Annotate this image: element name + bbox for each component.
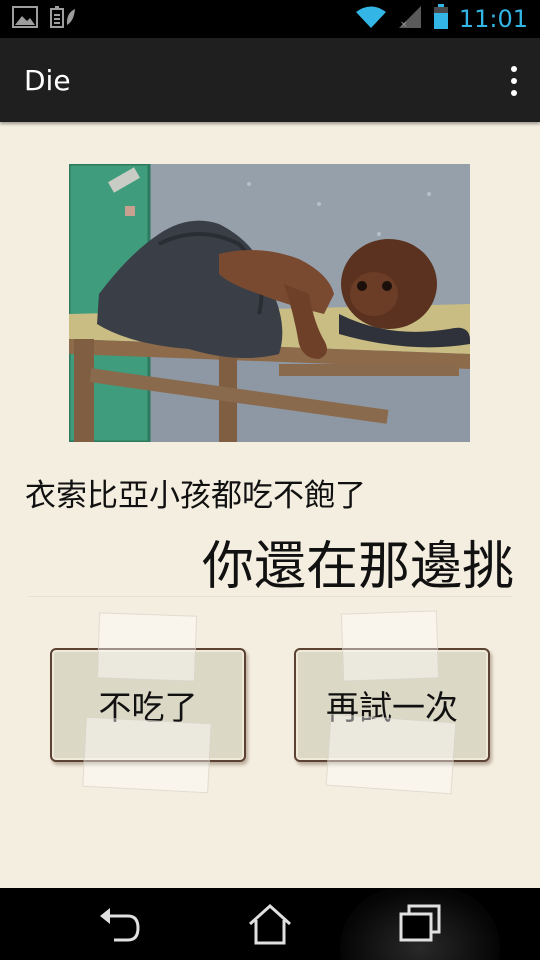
home-icon[interactable] xyxy=(230,888,310,960)
gallery-notification-icon xyxy=(12,6,38,32)
message-line-1: 衣索比亞小孩都吃不飽了 xyxy=(25,478,366,514)
app-title: Die xyxy=(24,63,71,97)
recent-apps-icon[interactable] xyxy=(340,888,500,960)
status-bar: × 11:01 xyxy=(0,0,540,38)
battery-saver-icon xyxy=(48,5,76,33)
child-photo xyxy=(69,164,470,442)
battery-icon xyxy=(433,4,449,34)
overflow-menu-icon[interactable] xyxy=(508,66,520,96)
stop-eating-button[interactable]: 不吃了 xyxy=(50,648,246,762)
navigation-bar xyxy=(0,888,540,960)
back-icon[interactable] xyxy=(80,888,160,960)
status-right-icons: × 11:01 xyxy=(355,4,528,34)
message-line-2: 你還在那邊挑 xyxy=(201,537,514,597)
try-again-button[interactable]: 再試一次 xyxy=(294,648,490,762)
action-bar: Die xyxy=(0,38,540,122)
wifi-icon xyxy=(355,5,387,33)
status-time: 11:01 xyxy=(458,5,528,33)
status-left-icons xyxy=(12,5,76,33)
signal-icon: × xyxy=(397,5,423,33)
svg-text:×: × xyxy=(400,20,408,29)
divider xyxy=(28,596,512,597)
